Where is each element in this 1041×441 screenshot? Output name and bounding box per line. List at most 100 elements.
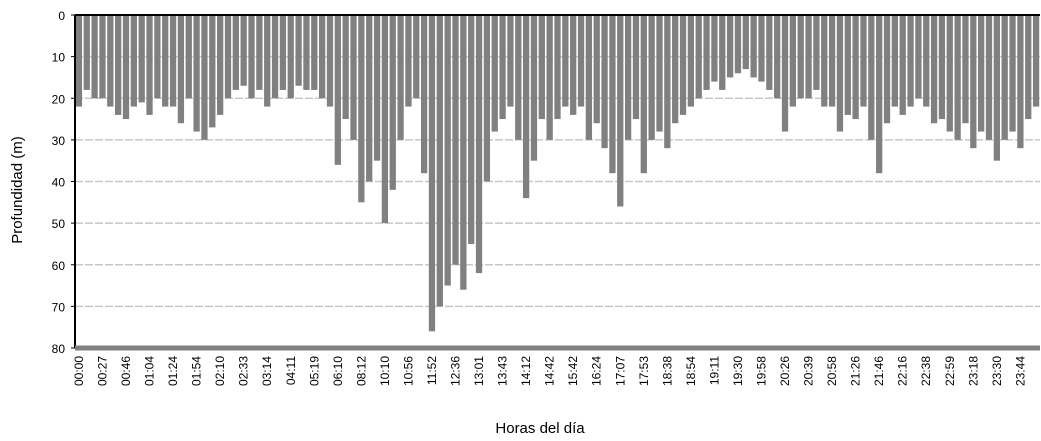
bar [813,15,820,90]
bar [891,15,898,107]
bar [711,15,718,82]
bar [781,15,789,132]
x-tick-label: 23:44 [1013,356,1027,386]
x-tick-label: 13:01 [472,356,486,386]
x-tick-label: 00:46 [119,356,133,386]
y-tick-label: 10 [52,51,66,65]
x-tick-label: 20:58 [825,356,839,386]
bar [993,15,1000,161]
bar [99,15,106,99]
bar [609,15,616,174]
bar [962,15,969,124]
bar [515,15,522,140]
x-tick-label: 19:11 [707,356,721,385]
y-tick-label: 60 [52,259,66,273]
bar [224,15,232,99]
x-tick-label: 22:16 [896,356,910,386]
bar [750,15,757,78]
x-tick-label: 02:10 [213,356,227,386]
bar [930,15,938,124]
bar [617,15,624,207]
bar [460,15,467,290]
bar [844,15,851,115]
bar [656,15,663,132]
x-tick-label: 22:59 [943,356,957,386]
bar [907,15,914,107]
bar [342,15,349,120]
bar [83,15,90,90]
x-tick-label: 01:04 [143,356,157,386]
bar [821,15,828,107]
bar [868,15,875,140]
x-tick-label: 04:11 [284,356,298,385]
x-tick-label: 19:58 [754,356,768,386]
bar [295,15,302,86]
x-tick-label: 18:38 [660,356,674,386]
bar [334,15,341,165]
bar [232,15,239,90]
bar [546,15,553,140]
bar [585,15,593,140]
bar [287,15,294,99]
bar [562,15,569,107]
bar [1017,15,1024,149]
bar [883,15,891,124]
bar [311,15,318,90]
bar [436,15,443,307]
bar [1025,15,1032,120]
y-tick-label: 80 [52,342,66,356]
bar [154,15,161,99]
bar [915,15,922,99]
bar [499,15,506,120]
bar [774,15,781,99]
bar [593,15,600,124]
bar [91,15,98,99]
bar [805,15,812,99]
bar [923,15,930,107]
bar [789,15,797,107]
x-tick-label: 21:26 [849,356,863,386]
bar [169,15,177,107]
bar [483,15,491,182]
bar [954,15,961,140]
bar [522,15,530,199]
bar [1032,15,1040,107]
bar [538,15,545,120]
x-tick-label: 05:19 [307,356,321,386]
x-tick-label: 20:39 [802,356,816,386]
y-tick-label: 30 [52,134,66,148]
y-tick-label: 70 [52,300,66,314]
x-tick-label: 13:43 [496,356,510,386]
x-tick-label: 19:30 [731,356,745,386]
bar [640,15,647,174]
bar [209,15,216,128]
bar [115,15,122,115]
bar [256,15,263,90]
bar [420,15,428,174]
bar [475,15,483,274]
x-tick-label: 00:00 [72,356,86,386]
x-tick-label: 14:12 [519,356,533,386]
bar [177,15,185,124]
bar [946,15,953,132]
bar [146,15,153,115]
bar [672,15,679,124]
bar [507,15,514,107]
bar [318,15,326,99]
x-tick-label: 17:07 [613,356,627,386]
bar [734,15,742,74]
x-tick-label: 11:52 [425,356,439,385]
x-tick-label: 10:10 [378,356,392,386]
bar [860,15,867,107]
bar [107,15,114,107]
bar [742,15,749,70]
x-tick-label: 14:42 [543,356,557,386]
bar [389,15,396,190]
bar [366,15,373,182]
x-tick-label: 01:24 [166,356,180,386]
x-tick-label: 15:42 [566,356,580,386]
bar [444,15,451,286]
bar [271,15,279,99]
bar [373,15,381,161]
